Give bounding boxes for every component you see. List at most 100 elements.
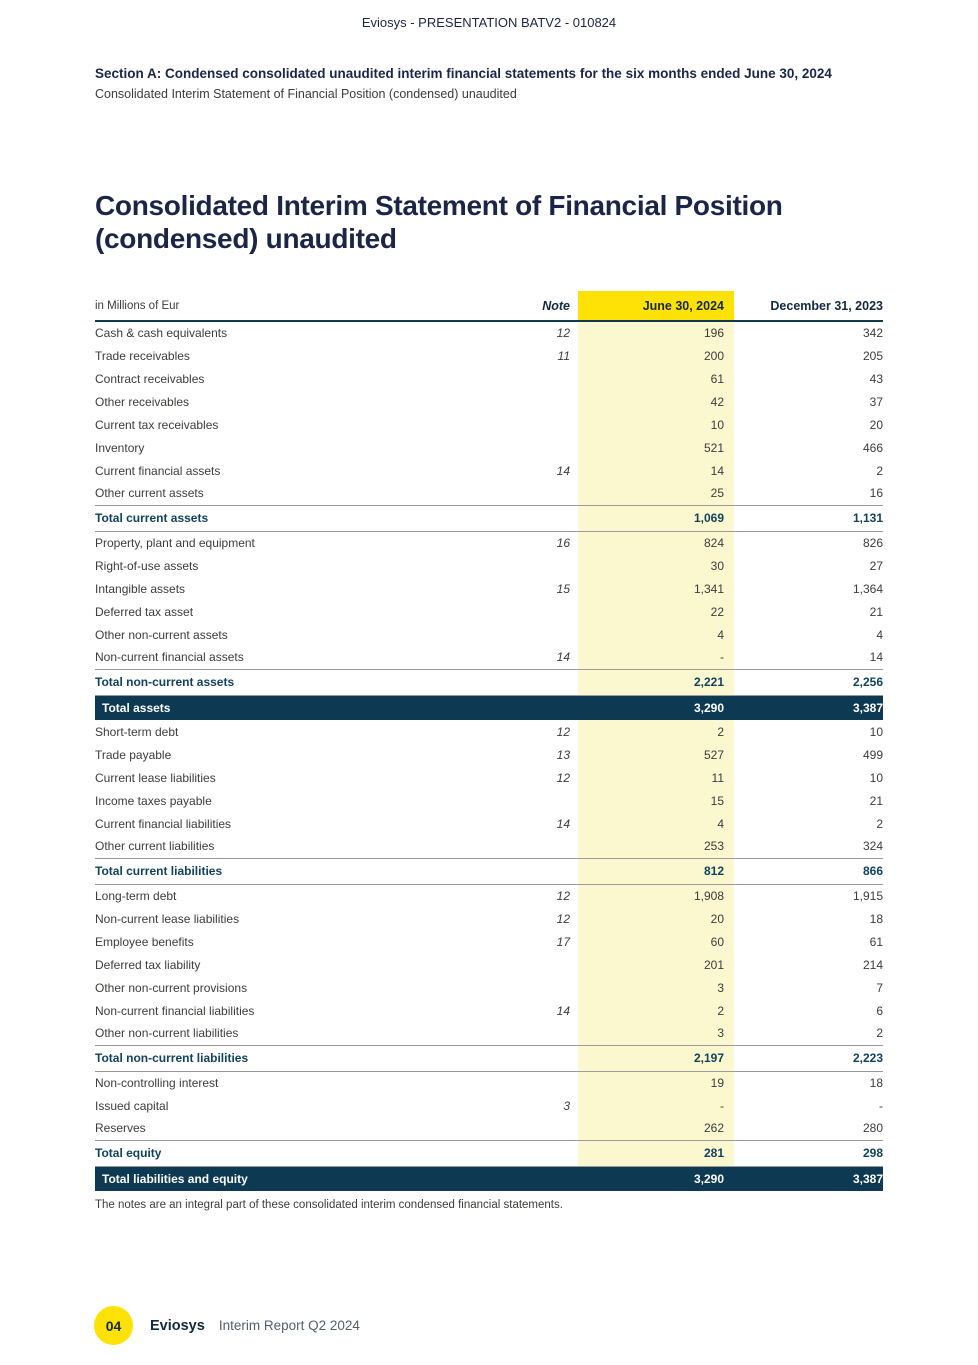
table-row: Intangible assets 15 1,341 1,364 [95,577,883,600]
row-note: 12 [556,911,570,926]
row-value-december-2023: 3,387 [734,1166,883,1191]
row-value-december-2023: 21 [869,604,883,619]
row-value-june-2024: - [578,646,734,669]
row-label: Other current assets [95,486,204,501]
row-label: Inventory [95,440,145,455]
table-row: Deferred tax asset 22 21 [95,600,883,623]
table-row: Other receivables 42 37 [95,390,883,413]
row-label: Other receivables [95,394,190,409]
row-value-december-2023: 499 [862,747,883,762]
row-value-june-2024: 10 [578,413,734,436]
row-value-june-2024: - [578,1094,734,1117]
table-row: Total non-current liabilities 2,197 2,223 [95,1044,883,1072]
row-label: Other current liabilities [95,839,215,854]
table-row: Other current liabilities 253 324 [95,835,883,858]
row-value-december-2023: 18 [869,1075,883,1090]
row-note [515,976,578,999]
row-label: Property, plant and equipment [95,535,255,550]
row-value-june-2024: 20 [578,907,734,930]
row-label: Deferred tax liability [95,957,201,972]
row-note [515,1022,578,1045]
table-row: Issued capital 3- - [95,1094,883,1117]
table-header-row: in Millions of Eur Note June 30, 2024 De… [95,291,883,322]
row-note [515,695,578,720]
row-value-june-2024: 61 [578,367,734,390]
row-value-june-2024: 30 [578,554,734,577]
row-value-december-2023: 16 [869,486,883,501]
row-label: Reserves [95,1121,146,1136]
row-label: Total equity [95,1139,515,1167]
row-label: Other non-current assets [95,627,228,642]
table-row: Total non-current assets 2,221 2,256 [95,668,883,696]
row-value-december-2023: 1,915 [852,888,883,903]
table-row: Short-term debt 12 2 10 [95,720,883,743]
row-value-december-2023: 342 [862,326,883,340]
page-title-line1: Consolidated Interim Statement of Financ… [95,190,783,221]
row-note: 12 [556,326,570,340]
row-label: Contract receivables [95,371,205,386]
row-value-june-2024: 22 [578,600,734,623]
row-value-june-2024: 19 [578,1071,734,1094]
row-note [515,436,578,459]
page-title: Consolidated Interim Statement of Financ… [95,189,883,255]
row-value-june-2024: 14 [578,459,734,482]
table-row: Non-current lease liabilities 12 20 18 [95,907,883,930]
table-row: Long-term debt 12 1,908 1,915 [95,884,883,907]
table-row: Other current assets 25 16 [95,482,883,505]
row-value-december-2023: 1,131 [734,504,883,532]
row-note [515,857,578,885]
row-value-june-2024: 3,290 [578,1166,734,1191]
row-note: 14 [556,650,570,665]
row-value-june-2024: 11 [578,766,734,789]
row-value-june-2024: 262 [578,1117,734,1140]
footer-brand: Eviosys [150,1317,205,1334]
table-row: Current financial liabilities 14 4 2 [95,812,883,835]
row-label: Trade receivables [95,348,190,363]
table-row: Total assets 3,290 3,387 [95,695,883,720]
row-label: Non-current financial liabilities [95,1003,255,1018]
table-body: Cash & cash equivalents 12 196 342 Trade rec… [95,321,883,1191]
table-row: Right-of-use assets 30 27 [95,554,883,577]
row-value-december-2023: 2,256 [734,668,883,696]
row-value-june-2024: 3 [578,976,734,999]
table-row: Reserves 262 280 [95,1117,883,1140]
row-value-june-2024: 15 [578,789,734,812]
row-note [515,600,578,623]
row-value-june-2024: 1,341 [578,577,734,600]
row-value-december-2023: 27 [869,558,883,573]
row-value-june-2024: 4 [578,623,734,646]
row-note [515,1071,578,1094]
row-label: Total non-current assets [95,668,515,696]
row-note [515,1166,578,1191]
row-value-june-2024: 812 [578,857,734,885]
row-note [515,789,578,812]
row-value-december-2023: 214 [862,957,883,972]
row-value-june-2024: 281 [578,1139,734,1167]
row-value-june-2024: 3 [578,1022,734,1045]
row-value-december-2023: 6 [876,1003,883,1018]
row-label: Other non-current liabilities [95,1026,239,1041]
row-note [515,623,578,646]
row-value-june-2024: 4 [578,812,734,835]
row-value-december-2023: 2 [876,1026,883,1041]
row-note [515,390,578,413]
table-row: Current tax receivables 10 20 [95,413,883,436]
row-value-december-2023: 466 [862,440,883,455]
row-value-june-2024: 42 [578,390,734,413]
row-label: Non-controlling interest [95,1075,219,1090]
row-value-june-2024: 3,290 [578,695,734,720]
section-subheading: Consolidated Interim Statement of Financ… [95,87,517,101]
footer-report-title: Interim Report Q2 2024 [218,1318,360,1333]
table-header: in Millions of Eur Note June 30, 2024 De… [95,291,883,322]
row-value-june-2024: 25 [578,482,734,505]
row-value-december-2023: 10 [869,724,883,739]
row-note: 12 [556,888,570,903]
section-heading: Section A: Condensed consolidated unaudi… [95,66,832,81]
row-note [515,367,578,390]
row-value-june-2024: 200 [578,344,734,367]
row-value-june-2024: 196 [578,321,734,344]
row-note [515,413,578,436]
row-note: 14 [556,463,570,478]
table-row: Total current assets 1,069 1,131 [95,504,883,532]
table-row: Inventory 521 466 [95,436,883,459]
